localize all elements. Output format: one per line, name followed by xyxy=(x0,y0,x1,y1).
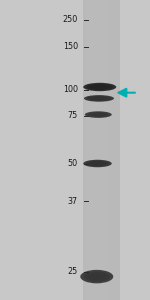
Text: 75: 75 xyxy=(68,111,78,120)
Text: 100: 100 xyxy=(63,85,78,94)
Ellipse shape xyxy=(88,273,106,280)
Ellipse shape xyxy=(87,112,109,117)
Text: 150: 150 xyxy=(63,42,78,51)
Text: 250: 250 xyxy=(63,15,78,24)
Text: 50: 50 xyxy=(68,159,78,168)
Text: 25: 25 xyxy=(68,267,78,276)
Ellipse shape xyxy=(90,162,105,165)
Ellipse shape xyxy=(84,272,110,282)
Ellipse shape xyxy=(80,270,113,283)
Ellipse shape xyxy=(83,83,116,91)
Ellipse shape xyxy=(91,113,106,116)
Ellipse shape xyxy=(87,96,111,101)
Bar xyxy=(85,0,108,300)
Ellipse shape xyxy=(91,85,109,89)
Ellipse shape xyxy=(87,84,113,90)
Text: 37: 37 xyxy=(68,196,78,206)
Ellipse shape xyxy=(86,161,109,166)
Ellipse shape xyxy=(85,111,112,118)
Ellipse shape xyxy=(83,160,112,167)
Ellipse shape xyxy=(84,95,114,102)
Ellipse shape xyxy=(91,97,107,100)
Bar xyxy=(82,0,120,300)
